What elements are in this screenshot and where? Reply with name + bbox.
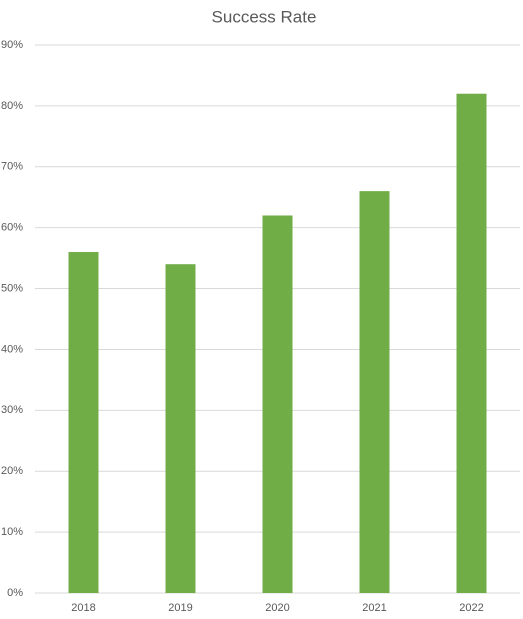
x-tick-label: 2022 bbox=[459, 602, 483, 614]
bar bbox=[456, 93, 487, 593]
bar bbox=[262, 215, 293, 593]
y-tick-label: 70% bbox=[1, 161, 23, 173]
y-tick-label: 50% bbox=[1, 282, 23, 294]
chart-title: Success Rate bbox=[212, 7, 317, 26]
y-tick-label: 40% bbox=[1, 343, 23, 355]
y-tick-label: 20% bbox=[1, 465, 23, 477]
bar bbox=[68, 252, 99, 593]
bar bbox=[165, 264, 196, 593]
x-tick-label: 2019 bbox=[168, 602, 192, 614]
y-tick-label: 80% bbox=[1, 100, 23, 112]
y-tick-label: 60% bbox=[1, 222, 23, 234]
y-tick-label: 90% bbox=[1, 39, 23, 51]
y-tick-label: 30% bbox=[1, 404, 23, 416]
x-tick-label: 2021 bbox=[362, 602, 386, 614]
y-tick-label: 10% bbox=[1, 526, 23, 538]
x-tick-label: 2018 bbox=[71, 602, 95, 614]
bar bbox=[359, 191, 390, 593]
x-tick-label: 2020 bbox=[265, 602, 289, 614]
y-tick-label: 0% bbox=[7, 587, 23, 599]
